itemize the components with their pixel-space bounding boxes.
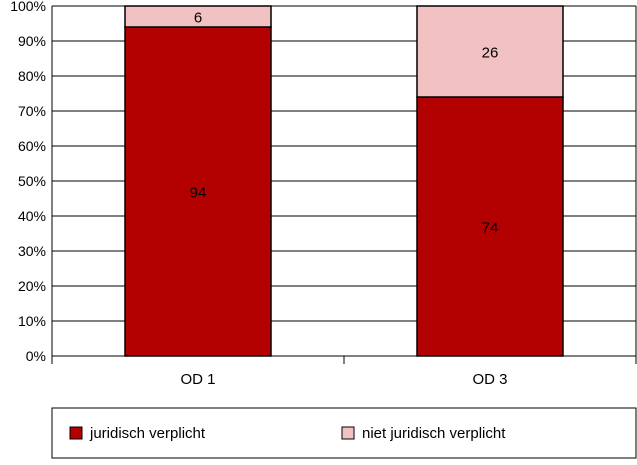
data-label-od-1-niet-juridisch-verplicht: 6 (194, 10, 202, 27)
legend: juridisch verplicht niet juridisch verpli… (51, 407, 637, 459)
data-label-od-3-juridisch-verplicht: 74 (482, 220, 499, 237)
legend-swatch-niet-juridisch-verplicht (341, 426, 355, 440)
data-label-od-1-juridisch-verplicht: 94 (190, 185, 207, 202)
y-tick-label: 20% (18, 278, 46, 294)
x-tick-label-od-1: OD 1 (180, 371, 215, 388)
y-tick-label: 30% (18, 243, 46, 259)
x-tick-label-od-3: OD 3 (472, 371, 507, 388)
legend-label-juridisch-verplicht: juridisch verplicht (89, 425, 206, 442)
y-tick-label: 10% (18, 313, 46, 329)
bar-od-1-juridisch-verplicht (124, 26, 272, 357)
axes: 0% 10% 20% 30% 40% 50% 60% 70% 80% 90% 100% OD 1 OD … (10, 0, 637, 388)
bar-od-3-niet-juridisch-verplicht (416, 5, 564, 98)
y-tick-label: 70% (18, 103, 46, 119)
y-tick-label: 50% (18, 173, 46, 189)
bar-od-1-niet-juridisch-verplicht (124, 5, 272, 28)
legend-label-niet-juridisch-verplicht: niet juridisch verplicht (362, 425, 506, 442)
legend-swatch-juridisch-verplicht (69, 426, 83, 440)
y-tick-label: 60% (18, 138, 46, 154)
bars (124, 5, 564, 357)
bar-od-3-juridisch-verplicht (416, 96, 564, 357)
y-tick-label: 90% (18, 33, 46, 49)
y-tick-label: 80% (18, 68, 46, 84)
y-tick-label: 100% (10, 0, 46, 14)
y-tick-label: 40% (18, 208, 46, 224)
labels: 94 6 74 26 (190, 10, 499, 237)
y-tick-label: 0% (26, 348, 46, 364)
data-label-od-3-niet-juridisch-verplicht: 26 (482, 45, 499, 62)
